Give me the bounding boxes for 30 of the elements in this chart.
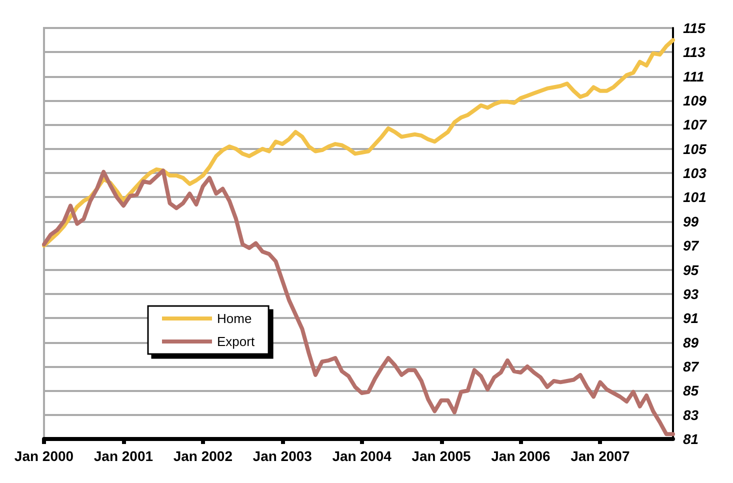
y-tick-label: 97 <box>683 238 700 254</box>
x-tick-label: Jan 2004 <box>332 448 392 464</box>
y-tick-label: 83 <box>683 406 699 423</box>
x-tick-label: Jan 2005 <box>412 448 472 464</box>
y-tick-label: 81 <box>683 431 699 447</box>
line-series <box>42 168 675 436</box>
y-tick-label: 93 <box>683 286 699 302</box>
y-tick-label: 109 <box>683 92 707 109</box>
y-tick-label: 105 <box>683 140 707 157</box>
line-series <box>42 38 675 248</box>
x-tick-label: Jan 2006 <box>491 448 550 464</box>
y-tick-label: 85 <box>683 382 699 399</box>
x-tick-label: Jan 2000 <box>14 448 74 464</box>
y-tick-label: 111 <box>683 68 704 84</box>
legend-label: Home <box>217 311 252 326</box>
y-tick-label: 101 <box>683 189 707 206</box>
x-tick-label: Jan 2002 <box>173 448 233 464</box>
y-tick-label: 95 <box>683 262 699 278</box>
legend-label: Export <box>217 334 255 349</box>
y-tick-label: 91 <box>683 310 699 326</box>
y-tick-label: 113 <box>683 44 706 60</box>
y-tick-label: 87 <box>683 358 700 374</box>
y-tick-label: 89 <box>683 334 699 350</box>
y-tick-label: 99 <box>683 213 699 230</box>
x-tick-label: Jan 2001 <box>94 448 154 464</box>
x-tick-label: Jan 2007 <box>570 448 630 464</box>
y-tick-label: 115 <box>683 20 706 36</box>
x-tick-label: Jan 2003 <box>252 448 312 464</box>
y-tick-label: 103 <box>683 165 707 182</box>
y-tick-label: 107 <box>683 116 708 133</box>
